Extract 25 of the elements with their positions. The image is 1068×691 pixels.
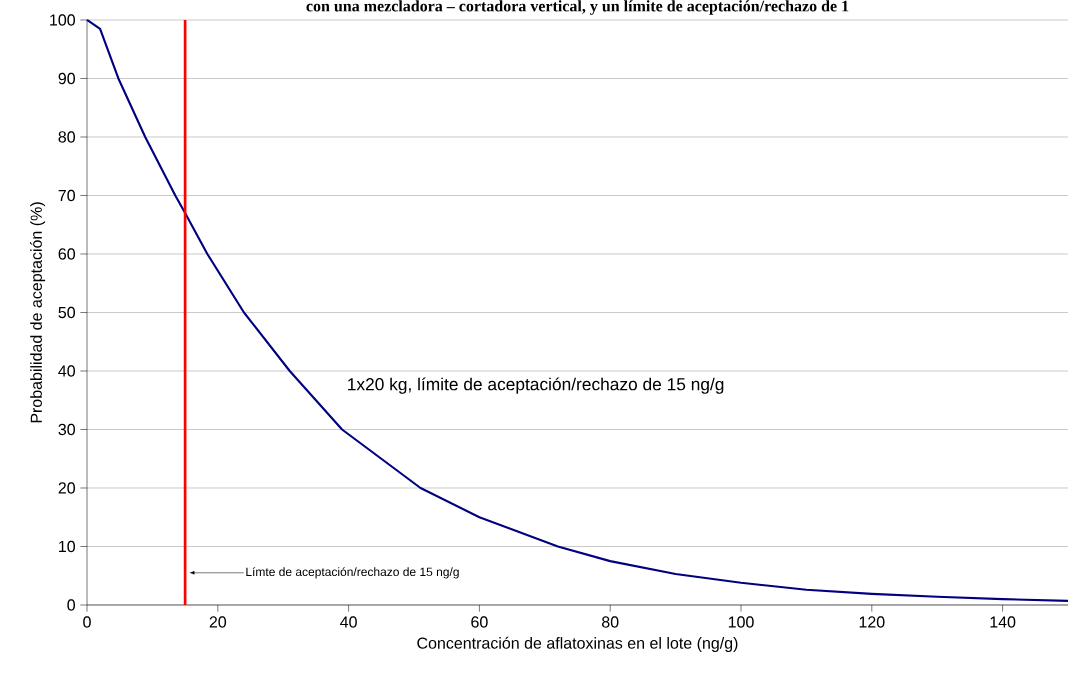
series-label: 1x20 kg, límite de aceptación/rechazo de 15 ng/g bbox=[348, 377, 724, 394]
x-tick-label: 60 bbox=[471, 616, 488, 628]
y-tick-label: 50 bbox=[58, 306, 76, 319]
y-tick-label: 60 bbox=[58, 248, 76, 260]
x-tick-label: 40 bbox=[340, 616, 357, 628]
y-tick-label: 30 bbox=[58, 423, 76, 436]
x-tick-label: 140 bbox=[990, 616, 1016, 628]
y-tick-label: 80 bbox=[58, 131, 76, 143]
y-tick-label: 10 bbox=[59, 540, 76, 553]
y-tick-label: 100 bbox=[50, 14, 76, 26]
y-tick-label: 0 bbox=[67, 599, 76, 611]
line-series bbox=[85, 18, 1068, 602]
x-tick-label: 80 bbox=[602, 616, 619, 628]
ref-line-label: Límte de aceptación/rechazo de 15 ng/g bbox=[246, 567, 459, 579]
x-tick-label: 0 bbox=[83, 616, 91, 628]
y-axis-title: Probabilidad de aceptación (%) bbox=[30, 202, 46, 423]
y-tick-label: 70 bbox=[58, 189, 76, 202]
x-tick-label: 120 bbox=[859, 616, 885, 628]
y-tick-label: 40 bbox=[58, 365, 76, 377]
x-tick-label: 20 bbox=[209, 616, 227, 628]
x-axis-title: Concentración de aflatoxinas en el lote (ng/g) bbox=[417, 636, 738, 652]
chart-title: con una mezcladora – cortadora vertical, y un límite de aceptación/rechazo de 1 bbox=[306, 0, 849, 15]
y-tick-label: 90 bbox=[58, 72, 76, 85]
y-tick-label: 20 bbox=[58, 482, 76, 494]
x-tick-label: 100 bbox=[728, 616, 754, 628]
